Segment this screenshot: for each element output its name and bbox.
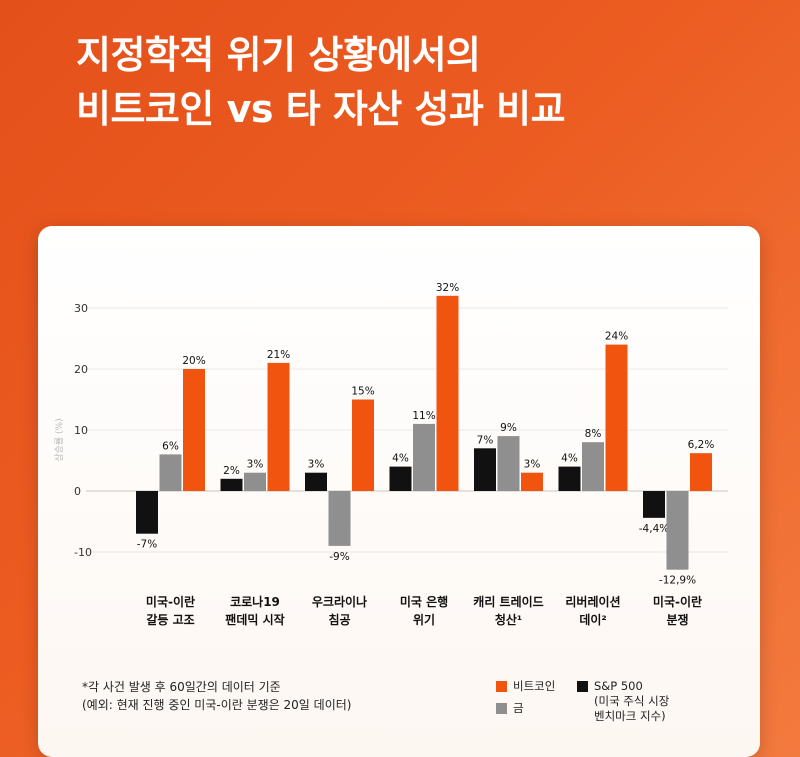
bar-gold — [582, 442, 604, 491]
title-line-2: 비트코인 vs 타 자산 성과 비교 — [76, 87, 566, 131]
data-label-sp500: 2% — [223, 465, 240, 477]
bar-bitcoin — [605, 344, 628, 491]
x-tick-label: 팬데믹 시작 — [225, 612, 284, 627]
data-label-sp500: 4% — [392, 453, 409, 465]
data-label-gold: -9% — [329, 551, 349, 563]
x-tick-label: 캐리 트레이드 — [473, 594, 543, 609]
data-label-sp500: 7% — [477, 434, 494, 446]
bar-bitcoin — [183, 369, 205, 491]
x-tick-label: 청산¹ — [495, 612, 522, 627]
bar-sp500 — [643, 491, 665, 518]
bar-sp500 — [558, 466, 581, 491]
bar-bitcoin — [436, 295, 459, 491]
legend-label-bitcoin: 비트코인 — [513, 679, 556, 693]
bar-gold — [159, 454, 182, 491]
bar-sp500 — [136, 491, 158, 534]
bar-bitcoin — [521, 472, 543, 491]
y-tick-label: -10 — [74, 546, 92, 559]
data-label-gold: 11% — [412, 410, 435, 422]
x-tick-label: 리버레이션 — [565, 594, 620, 609]
footnote-line-1: *각 사건 발생 후 60일간의 데이터 기준 — [82, 680, 281, 694]
y-tick-label: 20 — [74, 363, 88, 376]
x-tick-label: 분쟁 — [666, 612, 688, 627]
bar-bitcoin — [267, 362, 290, 491]
data-label-gold: -12,9% — [659, 575, 696, 587]
bar-sp500 — [220, 478, 243, 491]
data-label-sp500: -7% — [137, 539, 157, 551]
bar-sp500 — [474, 448, 496, 491]
bar-sp500 — [389, 466, 412, 491]
bar-gold — [328, 491, 351, 546]
data-label-gold: 6% — [162, 440, 179, 452]
x-tick-label: 위기 — [413, 612, 435, 627]
bar-bitcoin — [352, 399, 374, 491]
data-label-sp500: 3% — [308, 459, 325, 471]
legend-sp500-note-1: (미국 주식 시장 — [594, 694, 670, 708]
bar-sp500 — [305, 472, 327, 491]
footnote: *각 사건 발생 후 60일간의 데이터 기준 (예외: 현재 진행 중인 미국… — [82, 678, 351, 714]
x-tick-label: 미국-이란 — [146, 594, 195, 609]
data-label-bitcoin: 21% — [267, 349, 290, 361]
y-tick-label: 30 — [74, 302, 88, 315]
bar-gold — [666, 491, 689, 570]
page-title: 지정학적 위기 상황에서의 비트코인 vs 타 자산 성과 비교 — [76, 28, 566, 136]
x-tick-label: 미국 은행 — [400, 594, 448, 609]
data-label-bitcoin: 32% — [436, 282, 459, 294]
title-line-1: 지정학적 위기 상황에서의 — [76, 33, 481, 77]
bar-gold — [413, 423, 435, 491]
legend-swatch-gold — [496, 703, 507, 714]
data-label-gold: 3% — [247, 459, 264, 471]
legend-swatch-bitcoin — [496, 681, 507, 692]
data-label-bitcoin: 15% — [351, 386, 374, 398]
x-tick-label: 침공 — [328, 612, 350, 627]
data-label-gold: 9% — [500, 422, 517, 434]
legend-sp500-note-2: 벤치마크 지수) — [594, 709, 666, 723]
legend-sp500-name: S&P 500 — [594, 679, 643, 693]
bar-gold — [497, 436, 520, 491]
x-tick-label: 우크라이나 — [312, 594, 367, 609]
legend-swatch-sp500 — [577, 681, 588, 692]
data-label-sp500: -4,4% — [639, 523, 669, 535]
y-axis-label: 상승률 (%) — [54, 418, 65, 461]
footnote-line-2: (예외: 현재 진행 중인 미국-이란 분쟁은 20일 데이터) — [82, 698, 352, 712]
x-tick-label: 데이² — [579, 612, 606, 627]
y-tick-label: 0 — [74, 485, 81, 498]
x-tick-label: 미국-이란 — [653, 594, 702, 609]
bar-bitcoin — [690, 453, 712, 491]
data-label-bitcoin: 20% — [182, 355, 205, 367]
x-tick-label: 코로나19 — [230, 594, 280, 609]
data-label-bitcoin: 3% — [524, 459, 541, 471]
legend-label-gold: 금 — [513, 701, 524, 715]
x-tick-label: 갈등 고조 — [146, 613, 194, 627]
data-label-gold: 8% — [585, 428, 602, 440]
data-label-bitcoin: 6,2% — [688, 439, 715, 451]
data-label-sp500: 4% — [561, 453, 578, 465]
legend-label-sp500: S&P 500 (미국 주식 시장 벤치마크 지수) — [594, 679, 669, 724]
data-label-bitcoin: 24% — [605, 331, 628, 343]
bar-gold — [244, 472, 266, 491]
y-tick-label: 10 — [74, 424, 88, 437]
